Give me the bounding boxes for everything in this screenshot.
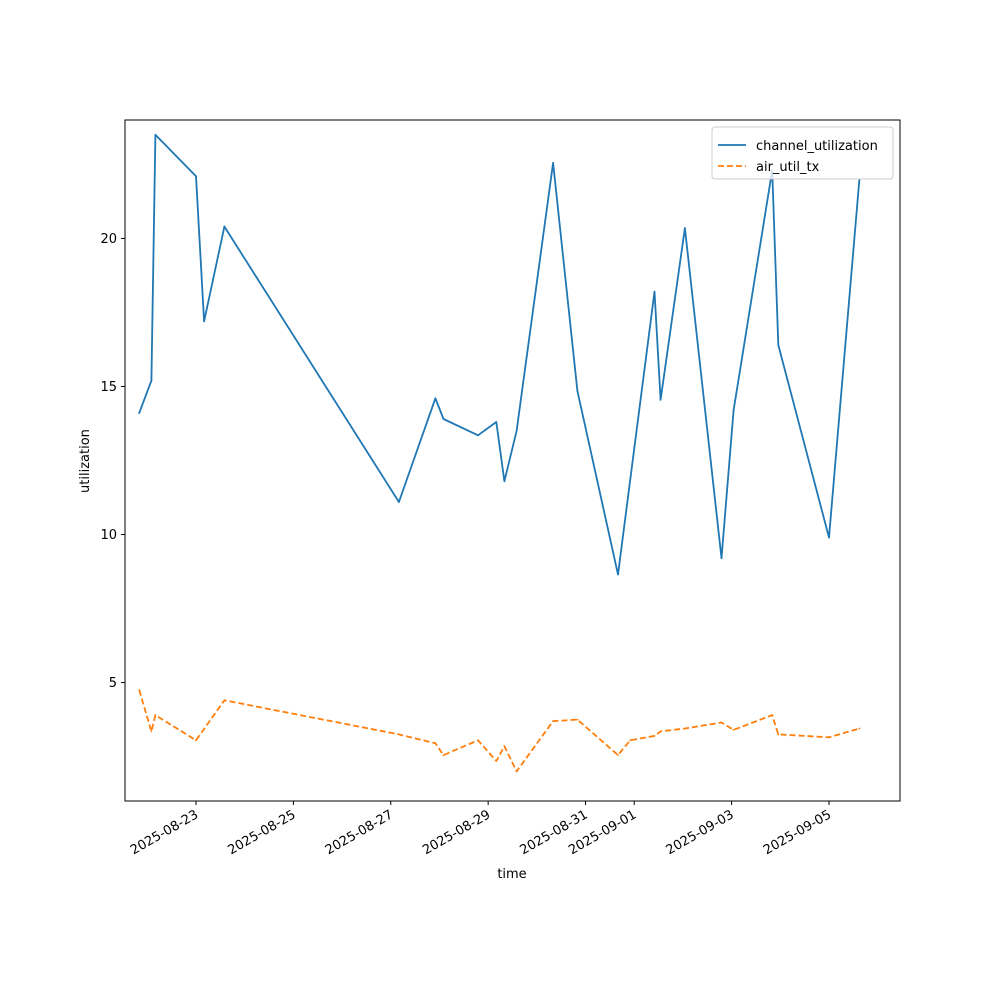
x-axis-label: time (497, 867, 526, 882)
data-point-air-util-tx (617, 754, 619, 756)
data-point-air-util-tx (552, 720, 554, 722)
data-point-air-util-tx (684, 727, 686, 730)
series-layer (138, 133, 861, 773)
x-tick-label: 2025-09-03 (664, 807, 737, 858)
data-point-air-util-tx (828, 736, 830, 739)
x-tick-label: 2025-09-05 (761, 807, 834, 858)
data-point-channel-utilization (777, 344, 780, 346)
plot-area (125, 120, 900, 801)
data-point-channel-utilization (223, 225, 226, 228)
data-point-air-util-tx (195, 739, 197, 742)
legend: channel_utilization air_util_tx (711, 126, 894, 180)
y-tick-label: 15 (100, 380, 117, 395)
data-point-air-util-tx (720, 721, 723, 724)
data-point-channel-utilization (195, 175, 197, 178)
data-point-air-util-tx (138, 689, 141, 691)
data-point-air-util-tx (653, 735, 656, 737)
x-tick-label: 2025-08-25 (225, 807, 298, 858)
data-point-channel-utilization (150, 379, 153, 382)
data-point-air-util-tx (398, 733, 400, 736)
plot-frame (124, 119, 901, 802)
x-tick-label: 2025-08-23 (128, 807, 201, 858)
data-point-channel-utilization (138, 412, 141, 414)
data-point-channel-utilization (732, 409, 735, 412)
data-point-channel-utilization (477, 434, 479, 437)
data-point-air-util-tx (858, 727, 861, 730)
data-point-channel-utilization (203, 320, 206, 323)
data-point-air-util-tx (732, 729, 735, 731)
x-tick-label: 2025-08-27 (323, 807, 396, 858)
data-point-channel-utilization (828, 536, 830, 539)
data-point-channel-utilization (515, 430, 518, 432)
data-point-air-util-tx (442, 754, 445, 756)
data-point-channel-utilization (154, 133, 157, 136)
data-point-air-util-tx (503, 745, 506, 748)
data-point-channel-utilization (442, 418, 445, 420)
data-point-channel-utilization (576, 390, 579, 392)
data-point-channel-utilization (653, 290, 656, 293)
data-point-channel-utilization (720, 557, 723, 560)
data-point-air-util-tx (629, 739, 632, 742)
data-point-air-util-tx (434, 742, 437, 745)
data-point-air-util-tx (576, 718, 579, 721)
y-tick-label: 10 (100, 528, 117, 543)
data-point-air-util-tx (150, 730, 153, 733)
data-point-air-util-tx (154, 714, 157, 716)
x-axis: 2025-08-23 2025-08-25 2025-08-27 2025-08-29… (128, 801, 834, 858)
data-point-air-util-tx (495, 760, 498, 762)
y-axis: 5 10 15 20 (100, 232, 125, 691)
data-point-air-util-tx (777, 733, 780, 736)
data-point-channel-utilization (495, 421, 498, 423)
legend-label-air-util-tx: air_util_tx (756, 160, 820, 175)
y-axis-label: utilization (78, 429, 93, 493)
y-tick-label: 5 (109, 676, 117, 691)
x-tick-label: 2025-08-29 (420, 807, 493, 858)
legend-label-channel-utilization: channel_utilization (756, 139, 878, 154)
data-point-channel-utilization (503, 480, 506, 483)
data-point-channel-utilization (398, 501, 400, 503)
data-point-air-util-tx (223, 699, 226, 702)
legend-box (711, 126, 894, 180)
data-point-channel-utilization (684, 227, 686, 230)
data-point-channel-utilization (552, 162, 554, 164)
data-point-air-util-tx (515, 770, 518, 773)
y-tick-label: 20 (100, 232, 117, 247)
data-point-channel-utilization (659, 398, 662, 401)
data-point-air-util-tx (771, 714, 774, 716)
data-point-channel-utilization (434, 397, 437, 400)
data-point-channel-utilization (617, 573, 619, 576)
data-point-air-util-tx (659, 730, 662, 733)
data-point-air-util-tx (477, 739, 479, 742)
